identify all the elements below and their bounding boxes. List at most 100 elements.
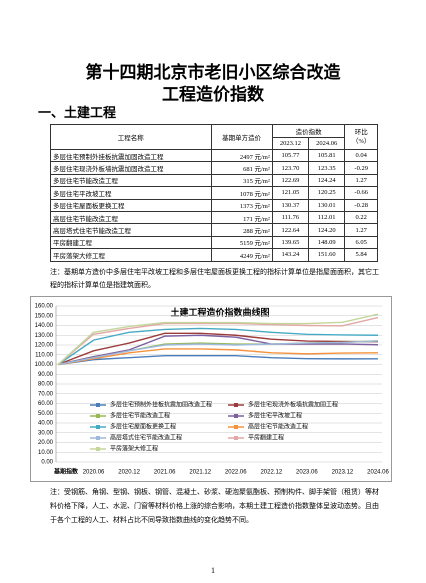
header-cell: 2024.06 (308, 136, 346, 150)
table-cell: 105.81 (308, 148, 346, 163)
table-cell: 121.05 (271, 186, 310, 200)
y-tick-label: 10.00 (38, 450, 54, 456)
title: 工程造价指数 (162, 85, 264, 104)
chart-frame (30, 296, 392, 482)
x-tick-label: 基期指数 (53, 468, 79, 476)
table-row: 多层住宅现浇外板墙抗震加固改造工程 681 元/m² 123.70 123.35 -0.… (50, 161, 378, 175)
y-tick-label: 120.00 (35, 343, 54, 349)
table-row: 高层塔式住宅节能改造工程 288 元/m² 122.64 124.20 1.27 (50, 223, 378, 237)
table-cell: 681 元/m² (210, 161, 273, 175)
y-tick-label: 130.00 (35, 333, 54, 339)
legend-label: 多层住宅平改坡工程 (248, 412, 302, 420)
table-cell: 151.60 (308, 248, 346, 262)
table-cell: 平房翻建工程 (50, 235, 212, 250)
table-cell: 288 元/m² (210, 223, 273, 237)
chart-title: 土建工程造价指数曲线图 (170, 306, 269, 317)
note: 注：受钢筋、角钢、型钢、钢板、钢管、混凝土、砂浆、硬泡聚氨酯板、预制构件、脚手架… (50, 488, 379, 524)
x-tick-label: 2021.06 (154, 470, 176, 476)
y-tick-label: 50.00 (38, 411, 54, 417)
title: 第十四期北京市老旧小区综合改造 (85, 63, 341, 82)
legend-marker (96, 425, 100, 429)
table-cell: 多层住宅预制外挂板抗震加固改造工程 (50, 148, 212, 163)
table-cell: 高层塔式住宅节能改造工程 (50, 223, 212, 237)
legend-marker (234, 414, 238, 418)
header-cell: 环比 （%） (344, 124, 378, 150)
table-row: 多层住宅平改坡工程 1078 元/m² 121.05 120.25 -0.66 (50, 186, 378, 200)
table-cell: 2497 元/m² (210, 148, 273, 163)
header-text: 环比 (354, 129, 368, 136)
legend-marker (234, 436, 238, 440)
y-tick-label: 20.00 (38, 440, 54, 446)
legend-marker (234, 403, 238, 407)
table-cell: 124.24 (308, 173, 346, 188)
table-row: 多层住宅节能改造工程 315 元/m² 122.69 124.24 1.27 (50, 173, 378, 188)
y-tick-label: 110.00 (35, 352, 54, 358)
header-text: （%） (351, 138, 371, 145)
table-cell: 143.24 (271, 248, 310, 262)
table-row: 平房翻建工程 5159 元/m² 139.65 148.09 6.05 (50, 235, 378, 250)
legend-label: 多层住宅屋面板更换工程 (110, 423, 176, 431)
table-cell: 平房落架大修工程 (50, 248, 212, 262)
table-cell: 5159 元/m² (210, 235, 273, 250)
series-line (57, 355, 379, 366)
table-cell: 171 元/m² (210, 210, 273, 225)
page-number: 1 (211, 566, 215, 575)
legend-marker (234, 425, 238, 429)
table-cell: 112.01 (308, 210, 346, 225)
table-cell: 多层住宅屋面板更换工程 (50, 198, 212, 212)
section-heading: 一、土建工程 (38, 105, 117, 120)
x-tick-label: 2020.06 (83, 470, 105, 476)
series-line (57, 313, 379, 366)
table-row: 多层住宅预制外挂板抗震加固改造工程 2497 元/m² 105.77 105.81 0.… (50, 148, 378, 163)
chart: 土建工程造价指数曲线图 0.00 10.00 20.00 30.00 40.00 50.0… (30, 296, 392, 482)
table-cell: 122.69 (271, 173, 310, 188)
table-cell: 123.35 (308, 161, 346, 175)
legend-label: 多层住宅节能改造工程 (110, 412, 170, 420)
x-tick-label: 2022.12 (260, 470, 282, 476)
y-tick-label: 40.00 (38, 421, 54, 427)
y-tick-label: 80.00 (38, 382, 54, 388)
y-tick-label: 0.00 (41, 460, 53, 466)
table-cell: 6.05 (344, 235, 378, 250)
table-row: 平房落架大修工程 4249 元/m² 143.24 151.60 5.84 (50, 248, 378, 262)
table-cell: 4249 元/m² (210, 248, 273, 262)
table-cell: 105.77 (271, 148, 310, 163)
legend-marker (96, 447, 100, 451)
table-cell: 124.20 (308, 223, 346, 237)
table-cell: 139.65 (271, 235, 310, 250)
x-tick-label: 2022.06 (225, 470, 247, 476)
table-cell: 5.84 (344, 248, 378, 262)
series-line (57, 332, 379, 366)
table-cell: 高层住宅节能改造工程 (50, 210, 212, 225)
x-tick-label: 2021.12 (189, 470, 211, 476)
legend-label: 平房翻建工程 (248, 434, 284, 442)
table-cell: -0.28 (344, 198, 378, 212)
series-line (57, 340, 379, 366)
y-tick-label: 150.00 (35, 313, 54, 319)
legend-label: 多层住宅预制外挂板抗震加固改造工程 (110, 401, 212, 409)
table-cell: 1078 元/m² (210, 186, 273, 200)
series-line (57, 327, 379, 366)
header-cell: 2023.12 (271, 136, 310, 150)
y-tick-label: 70.00 (38, 391, 54, 397)
table-cell: 130.01 (308, 198, 346, 212)
legend-label: 高层塔式住宅节能改造工程 (110, 434, 182, 442)
table-cell: 130.37 (271, 198, 310, 212)
y-tick-label: 90.00 (38, 372, 54, 378)
table-cell: 1.27 (344, 173, 378, 188)
table-cell: -0.66 (344, 186, 378, 200)
table-cell: 120.25 (308, 186, 346, 200)
table-cell: 多层住宅节能改造工程 (50, 173, 212, 188)
series-line (57, 316, 379, 366)
y-tick-label: 100.00 (35, 362, 54, 368)
header-cell: 基期单方造价 (210, 124, 273, 150)
table-cell: 多层住宅平改坡工程 (50, 186, 212, 200)
series-line (57, 348, 379, 366)
table-cell: 0.04 (344, 148, 378, 163)
legend-marker (96, 403, 100, 407)
table-cell: 1.27 (344, 223, 378, 237)
x-tick-label: 2020.12 (118, 470, 140, 476)
table-cell: 1373 元/m² (210, 198, 273, 212)
table-cell: 148.09 (308, 235, 346, 250)
